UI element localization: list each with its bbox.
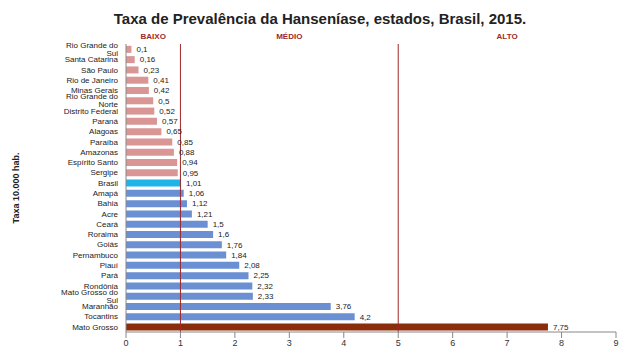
svg-text:2: 2 <box>232 338 237 348</box>
svg-text:0,41: 0,41 <box>153 76 169 85</box>
svg-text:1,21: 1,21 <box>197 210 213 219</box>
svg-text:3: 3 <box>287 338 292 348</box>
svg-text:Pernambuco: Pernambuco <box>73 251 119 260</box>
svg-text:2,25: 2,25 <box>254 271 270 280</box>
svg-text:Piauí: Piauí <box>100 261 119 270</box>
svg-text:1,6: 1,6 <box>218 230 230 239</box>
svg-text:Espírito Santo: Espírito Santo <box>68 158 119 167</box>
svg-text:0,1: 0,1 <box>136 45 148 54</box>
svg-text:Roraima: Roraima <box>88 230 119 239</box>
svg-text:4: 4 <box>341 338 346 348</box>
svg-text:0,57: 0,57 <box>162 117 178 126</box>
svg-text:1,76: 1,76 <box>227 241 243 250</box>
svg-text:Taxa 10.000 hab.: Taxa 10.000 hab. <box>11 153 21 224</box>
svg-text:5: 5 <box>396 338 401 348</box>
svg-text:1,01: 1,01 <box>186 179 202 188</box>
svg-text:1,5: 1,5 <box>213 220 225 229</box>
svg-text:Bahia: Bahia <box>98 199 119 208</box>
svg-text:0,42: 0,42 <box>154 86 170 95</box>
svg-text:Paraná: Paraná <box>92 117 118 126</box>
svg-text:4,2: 4,2 <box>360 313 372 322</box>
svg-text:BAIXO: BAIXO <box>141 32 166 41</box>
svg-text:ALTO: ALTO <box>497 32 518 41</box>
svg-text:1,12: 1,12 <box>192 199 208 208</box>
svg-text:Rio de Janeiro: Rio de Janeiro <box>66 76 118 85</box>
svg-text:2,33: 2,33 <box>258 292 274 301</box>
svg-text:Acre: Acre <box>102 210 119 219</box>
svg-text:1: 1 <box>178 338 183 348</box>
svg-text:Mato Grosso: Mato Grosso <box>72 323 118 332</box>
svg-text:0,95: 0,95 <box>183 169 199 178</box>
svg-text:MÉDIO: MÉDIO <box>276 32 302 41</box>
svg-text:Amazonas: Amazonas <box>80 148 118 157</box>
svg-text:0,88: 0,88 <box>179 148 195 157</box>
svg-text:9: 9 <box>613 338 618 348</box>
svg-text:Amapá: Amapá <box>93 189 119 198</box>
svg-text:7: 7 <box>505 338 510 348</box>
svg-text:0,94: 0,94 <box>182 158 198 167</box>
svg-text:Santa Catarina: Santa Catarina <box>65 55 119 64</box>
svg-text:0,65: 0,65 <box>166 127 182 136</box>
svg-text:3,76: 3,76 <box>336 302 352 311</box>
svg-text:Tocantins: Tocantins <box>84 312 118 321</box>
svg-text:Pará: Pará <box>101 271 118 280</box>
svg-text:0: 0 <box>123 338 128 348</box>
svg-text:2,08: 2,08 <box>244 261 260 270</box>
svg-text:0,52: 0,52 <box>159 107 175 116</box>
svg-text:Brasil: Brasil <box>98 179 118 188</box>
svg-text:0,23: 0,23 <box>144 66 160 75</box>
svg-text:0,16: 0,16 <box>140 55 156 64</box>
svg-text:Alagoas: Alagoas <box>89 127 118 136</box>
svg-text:1,84: 1,84 <box>231 251 247 260</box>
svg-text:0,5: 0,5 <box>158 97 170 106</box>
svg-text:Maranhão: Maranhão <box>82 302 119 311</box>
svg-text:8: 8 <box>559 338 564 348</box>
svg-text:6: 6 <box>450 338 455 348</box>
svg-text:Ceará: Ceará <box>96 220 118 229</box>
svg-text:7,75: 7,75 <box>553 323 569 332</box>
svg-text:São Paulo: São Paulo <box>81 66 118 75</box>
svg-text:Sergipe: Sergipe <box>90 168 118 177</box>
svg-text:0,85: 0,85 <box>177 138 193 147</box>
svg-text:1,06: 1,06 <box>189 189 205 198</box>
svg-text:Goiás: Goiás <box>97 240 118 249</box>
svg-text:Paraíba: Paraíba <box>90 138 119 147</box>
svg-text:2,32: 2,32 <box>257 282 273 291</box>
svg-text:Distrito Federal: Distrito Federal <box>64 107 118 116</box>
